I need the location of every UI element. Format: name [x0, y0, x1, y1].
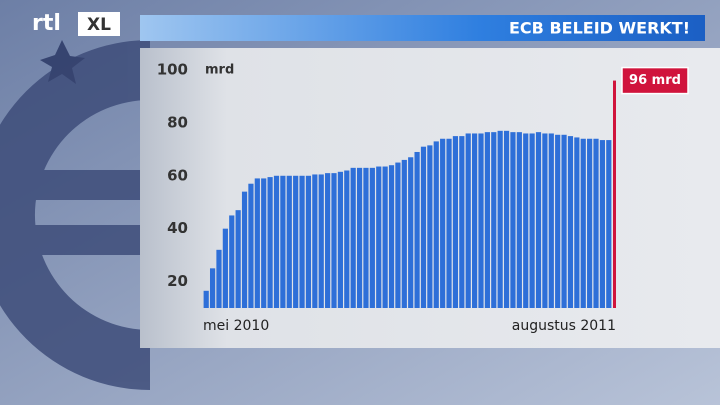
bar [395, 162, 401, 308]
y-tick-label: 20 [167, 272, 188, 290]
bar [273, 175, 280, 308]
bar [401, 159, 407, 308]
bar [567, 136, 574, 308]
bar [516, 132, 522, 308]
bar [510, 132, 516, 308]
bar [491, 132, 497, 308]
bar [344, 170, 350, 308]
bar [433, 141, 439, 308]
bar [420, 146, 427, 308]
bar [446, 138, 452, 308]
logo-box [78, 12, 120, 36]
bar [235, 210, 241, 308]
bar [593, 138, 599, 308]
bar [459, 136, 465, 308]
bar [222, 228, 228, 308]
bar [286, 175, 292, 308]
bar [574, 137, 580, 308]
bar [388, 165, 395, 308]
bar [465, 133, 471, 308]
x-tick-label: augustus 2011 [512, 318, 616, 334]
bar [363, 167, 369, 308]
y-tick-label: 80 [167, 113, 188, 131]
bar [267, 177, 273, 308]
bar [241, 191, 248, 308]
bar [248, 183, 254, 308]
bar [561, 134, 567, 308]
y-tick-label: 40 [167, 219, 188, 237]
highlight-bar [613, 80, 616, 308]
bar [382, 166, 388, 308]
bar [427, 145, 433, 308]
bar [254, 178, 260, 308]
bar [452, 136, 459, 308]
bar [325, 173, 331, 308]
y-unit: mrd [205, 63, 234, 78]
bar [229, 215, 235, 308]
value-label-box [621, 66, 689, 95]
bar [497, 130, 503, 308]
bar [331, 173, 337, 308]
bar [318, 174, 324, 308]
euro-symbol [0, 40, 150, 390]
bar [535, 132, 542, 308]
value-label: 96 mrd [629, 73, 681, 88]
bar [216, 249, 222, 308]
x-tick-label: mei 2010 [203, 318, 269, 334]
bar [599, 140, 606, 308]
y-tick-label: 60 [167, 166, 188, 184]
bar [337, 171, 343, 308]
bar [312, 174, 318, 308]
logo-rtl: rtl [32, 11, 61, 36]
bar [299, 175, 305, 308]
bar [542, 133, 548, 308]
bar [587, 138, 593, 308]
bar [484, 132, 490, 308]
y-tick-label: 100 [157, 61, 188, 79]
logo-xl: XL [87, 15, 111, 35]
bar [280, 175, 286, 308]
bar [555, 134, 561, 308]
bar [350, 167, 356, 308]
chart-title: ECB BELEID WERKT! [509, 19, 690, 38]
bar [261, 178, 267, 308]
bar [376, 166, 382, 308]
bar [440, 138, 446, 308]
bar [414, 151, 420, 308]
bar [293, 175, 299, 308]
bar [523, 133, 529, 308]
bar [472, 133, 478, 308]
bar [580, 138, 586, 308]
title-bar [140, 15, 705, 41]
bar [529, 133, 535, 308]
bar [356, 167, 363, 308]
bar [606, 140, 612, 308]
bar [408, 157, 414, 308]
bar [209, 268, 216, 308]
bar [478, 133, 484, 308]
bar [369, 167, 375, 308]
bar [203, 290, 209, 308]
bar [503, 130, 510, 308]
bar [305, 175, 312, 308]
bar [548, 133, 554, 308]
